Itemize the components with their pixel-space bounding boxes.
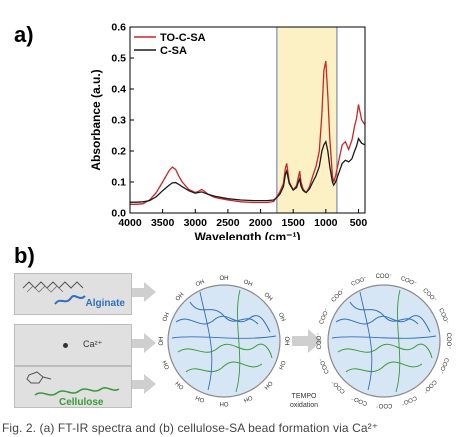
surface-group-label: COO⁻	[445, 333, 451, 350]
arrow-alginate	[132, 282, 156, 302]
surface-group-label: OH	[175, 292, 186, 303]
surface-group-label: OH	[242, 279, 253, 288]
y-tick-label: 0.6	[111, 22, 126, 34]
panel-a-label: a)	[14, 22, 34, 47]
x-tick-label: 3500	[151, 217, 175, 229]
arrow-calcium	[132, 333, 156, 353]
surface-group-label: COO⁻	[376, 274, 393, 280]
bead-schematic: OH OH OH OH OH OH OH OH OH OH OH OH OH OH OH OH TEMPO o…	[132, 274, 451, 409]
surface-group-label: COO⁻	[437, 357, 449, 375]
ftir-chart: 4000 3500 3000 2500 2000 1500 1000 500 0.0 0.1 0.2…	[89, 22, 367, 241]
surface-group-label: COO⁻	[400, 394, 418, 406]
tempo-label-line2: oxidation	[290, 402, 318, 409]
surface-group-label: OH	[175, 379, 186, 390]
x-tick-label: 3000	[184, 217, 208, 229]
y-axis-label: Absorbance (a.u.)	[89, 69, 103, 170]
surface-group-label: OH	[242, 394, 253, 403]
cellulose-structure-icon	[26, 371, 120, 396]
arrow-tempo	[292, 329, 322, 353]
x-tick-label: 500	[350, 217, 368, 229]
arrow-cellulose	[132, 374, 156, 394]
x-tick-label: 1000	[314, 217, 338, 229]
panel-b-label: b)	[14, 243, 35, 268]
surface-group-label: OH	[162, 359, 171, 370]
bead-to-c-sa	[327, 284, 441, 398]
surface-group-label: OH	[262, 379, 273, 390]
surface-group-label: COO⁻	[351, 394, 369, 406]
legend-label-1: C-SA	[160, 45, 187, 57]
x-axis-label: Wavelength (cm⁻¹)	[195, 230, 301, 240]
plot-area: 4000 3500 3000 2500 2000 1500 1000 500 0.0 0.1 0.2…	[89, 22, 367, 241]
bead1-surface-labels: OH OH OH OH OH OH OH OH OH OH OH OH OH OH OH OH	[159, 276, 289, 406]
alginate-label: Alginate	[85, 298, 125, 309]
surface-group-label: OH	[277, 312, 286, 323]
y-tick-label: 0.5	[111, 53, 126, 65]
cellulose-box: Cellulose	[14, 366, 132, 408]
surface-group-label: OH	[195, 394, 206, 403]
series-line-c-sa	[130, 137, 366, 203]
calcium-label: Ca²⁺	[83, 339, 103, 349]
y-tick-label: 0.2	[111, 146, 126, 158]
surface-group-label: OH	[162, 312, 171, 323]
surface-group-label: COO⁻	[400, 276, 418, 288]
cellulose-label: Cellulose	[59, 397, 104, 408]
x-tick-label: 4000	[118, 217, 142, 229]
surface-group-label: COO⁻	[317, 333, 323, 350]
y-tick-label: 0.0	[111, 208, 126, 220]
y-tick-label: 0.3	[111, 115, 126, 127]
surface-group-label: OH	[283, 337, 289, 346]
tempo-label-line1: TEMPO	[292, 393, 317, 400]
highlight-band	[276, 26, 338, 214]
bead-cellulose-sa	[167, 284, 281, 398]
x-tick-label: 2000	[249, 217, 273, 229]
surface-group-label: OH	[220, 400, 229, 406]
surface-group-label: OH	[159, 337, 165, 346]
surface-group-label: COO⁻	[351, 276, 369, 288]
figure-caption: Fig. 2. (a) FT-IR spectra and (b) cellul…	[2, 421, 379, 435]
legend-label-0: TO-C-SA	[160, 32, 206, 44]
calcium-dot-icon	[63, 343, 68, 348]
surface-group-label: COO⁻	[319, 357, 331, 375]
x-tick-label: 1500	[282, 217, 306, 229]
surface-group-label: COO⁻	[319, 308, 331, 326]
alginate-box: Alginate	[14, 273, 132, 315]
surface-group-label: OH	[262, 292, 273, 303]
surface-group-label: OH	[277, 359, 286, 370]
surface-group-label: COO⁻	[376, 402, 393, 408]
surface-group-label: COO⁻	[437, 308, 449, 326]
y-tick-label: 0.1	[111, 177, 126, 189]
alginate-structure-icon	[22, 281, 86, 305]
y-tick-label: 0.4	[111, 84, 126, 96]
surface-group-label: OH	[220, 276, 229, 282]
calcium-box: Ca²⁺	[14, 324, 132, 366]
surface-group-label: OH	[195, 279, 206, 288]
x-tick-label: 2500	[216, 217, 240, 229]
